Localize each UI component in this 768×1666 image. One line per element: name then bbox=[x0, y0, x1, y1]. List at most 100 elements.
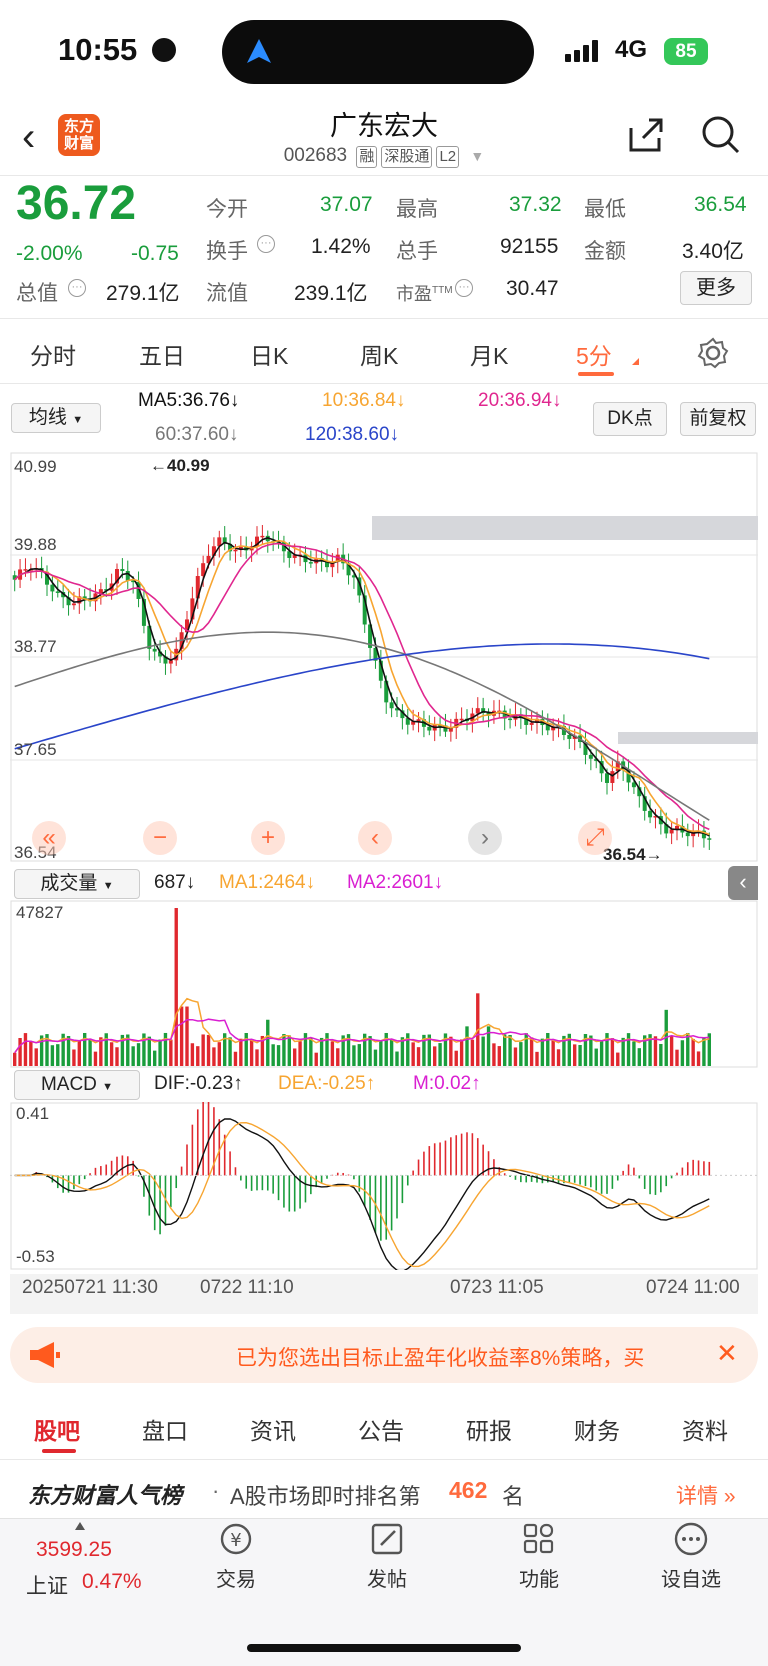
info-icon[interactable]: ··· bbox=[68, 279, 86, 297]
search-icon[interactable] bbox=[700, 114, 742, 156]
dk-button[interactable]: DK点 bbox=[593, 402, 667, 436]
rank-suffix: 名 bbox=[502, 1484, 525, 1509]
candle-body bbox=[158, 651, 163, 657]
candle-body bbox=[50, 584, 55, 592]
stock-name: 广东宏大 bbox=[330, 111, 438, 141]
volume-bar bbox=[610, 1038, 615, 1066]
volume-bar bbox=[551, 1040, 555, 1066]
close-icon[interactable]: ✕ bbox=[716, 1338, 738, 1368]
nav-post[interactable]: 发帖 bbox=[342, 1521, 432, 1592]
tab-announcements[interactable]: 公告 bbox=[358, 1418, 404, 1444]
bottom-tab-indicator bbox=[42, 1449, 76, 1453]
open-value: 37.07 bbox=[320, 193, 373, 216]
volume-bar bbox=[346, 1034, 351, 1066]
volume-max-label: 47827 bbox=[16, 903, 64, 922]
candle-body bbox=[141, 598, 146, 626]
scroll-left-button[interactable]: ‹ bbox=[358, 821, 392, 855]
candle-body bbox=[335, 554, 340, 563]
adjust-button[interactable]: 前复权 bbox=[680, 402, 756, 436]
ma5-line bbox=[14, 537, 710, 837]
volume-bar bbox=[589, 1035, 593, 1066]
gear-icon[interactable] bbox=[696, 336, 730, 370]
volume-bar bbox=[562, 1035, 566, 1066]
info-icon[interactable]: ··· bbox=[257, 235, 275, 253]
stock-code-row: 002683 融深股通 L2 ▼ bbox=[0, 145, 768, 168]
candlestick-chart[interactable] bbox=[10, 452, 758, 862]
candle-body bbox=[104, 589, 109, 591]
tab-5day[interactable]: 五日 bbox=[139, 343, 185, 369]
more-button[interactable]: 更多 bbox=[680, 271, 752, 305]
nav-functions[interactable]: 功能 bbox=[494, 1521, 584, 1592]
tab-timeshare[interactable]: 分时 bbox=[30, 343, 76, 369]
candle-body bbox=[211, 546, 216, 556]
amount-value: 3.40亿 bbox=[682, 240, 744, 263]
volume-bar bbox=[540, 1038, 545, 1066]
high-value: 37.32 bbox=[509, 193, 562, 216]
promo-banner[interactable]: 已为您选出目标止盈年化收益率8%策略，买 ✕ bbox=[10, 1327, 758, 1383]
info-icon[interactable]: ··· bbox=[455, 279, 473, 297]
tab-news[interactable]: 资讯 bbox=[250, 1418, 296, 1444]
scroll-left-fast-button[interactable]: « bbox=[32, 821, 66, 855]
tab-market-depth[interactable]: 盘口 bbox=[142, 1418, 188, 1444]
tab-monthly-k[interactable]: 月K bbox=[470, 343, 509, 369]
support-band bbox=[618, 732, 758, 744]
candle-body bbox=[561, 725, 566, 735]
open-label: 今开 bbox=[206, 198, 248, 221]
volume-select[interactable]: 成交量 ▼ bbox=[14, 869, 140, 899]
candle-body bbox=[12, 575, 17, 580]
volume-bar bbox=[13, 1052, 17, 1066]
volume-bar bbox=[389, 1038, 394, 1066]
tab-daily-k[interactable]: 日K bbox=[250, 343, 289, 369]
tab-finance[interactable]: 财务 bbox=[574, 1418, 620, 1444]
macd-dea: DEA:-0.25↑ bbox=[278, 1073, 376, 1094]
volume-bar bbox=[163, 1032, 168, 1066]
volume-bar bbox=[594, 1048, 598, 1066]
candle-body bbox=[529, 722, 534, 725]
tab-5min[interactable]: 5分 bbox=[576, 343, 612, 369]
volume-bar bbox=[395, 1051, 399, 1066]
index-name[interactable]: 上证 bbox=[26, 1575, 68, 1598]
volume-bar bbox=[276, 1045, 281, 1066]
tab-dropdown-icon[interactable] bbox=[632, 358, 639, 365]
float-value: 239.1亿 bbox=[294, 282, 368, 305]
zoom-out-button[interactable]: − bbox=[143, 821, 177, 855]
rank-detail-link[interactable]: 详情 » bbox=[676, 1485, 736, 1508]
collapse-panel-button[interactable]: ‹ bbox=[728, 866, 758, 900]
back-button[interactable]: ‹ bbox=[22, 115, 36, 159]
tab-profile[interactable]: 资料 bbox=[682, 1418, 728, 1444]
nav-add-watchlist[interactable]: 设自选 bbox=[646, 1521, 736, 1592]
indicator-select[interactable]: 均线 ▼ bbox=[11, 403, 101, 433]
fullscreen-button[interactable]: ⤢ bbox=[578, 821, 612, 855]
low-value: 36.54 bbox=[694, 193, 747, 216]
chevron-down-icon[interactable]: ▼ bbox=[470, 148, 485, 164]
volume-bar bbox=[201, 1034, 205, 1066]
volume-bar bbox=[271, 1044, 275, 1066]
price-tick-2: 39.88 bbox=[14, 535, 57, 554]
turnover-value: 1.42% bbox=[311, 235, 371, 258]
macd-select[interactable]: MACD ▼ bbox=[14, 1070, 140, 1100]
chevron-up-icon[interactable] bbox=[75, 1522, 85, 1530]
candle-body bbox=[228, 543, 233, 552]
megaphone-icon bbox=[30, 1342, 60, 1368]
index-pct[interactable]: 0.47% bbox=[82, 1570, 142, 1593]
volume-frame bbox=[10, 900, 758, 1068]
tab-research[interactable]: 研报 bbox=[466, 1418, 512, 1444]
share-icon[interactable] bbox=[625, 114, 667, 156]
tab-weekly-k[interactable]: 周K bbox=[360, 343, 399, 369]
volume-bar bbox=[169, 1039, 173, 1066]
ma20-line bbox=[14, 542, 710, 831]
volume-bar bbox=[104, 1033, 108, 1066]
zoom-in-button[interactable]: + bbox=[251, 821, 285, 855]
volume-ma2-line bbox=[14, 1018, 710, 1054]
volume-bar bbox=[686, 1032, 690, 1066]
index-value[interactable]: 3599.25 bbox=[36, 1538, 112, 1561]
nav-trade[interactable]: ¥ 交易 bbox=[191, 1521, 281, 1592]
volume-bar bbox=[212, 1047, 216, 1066]
price-tick-3: 38.77 bbox=[14, 637, 57, 656]
volume-bar bbox=[244, 1033, 248, 1066]
volume-bar bbox=[233, 1051, 238, 1066]
volume-ma2: MA2:2601↓ bbox=[347, 872, 444, 893]
signal-icon bbox=[565, 40, 601, 62]
scroll-right-button[interactable]: › bbox=[468, 821, 502, 855]
tab-forum[interactable]: 股吧 bbox=[34, 1418, 80, 1444]
